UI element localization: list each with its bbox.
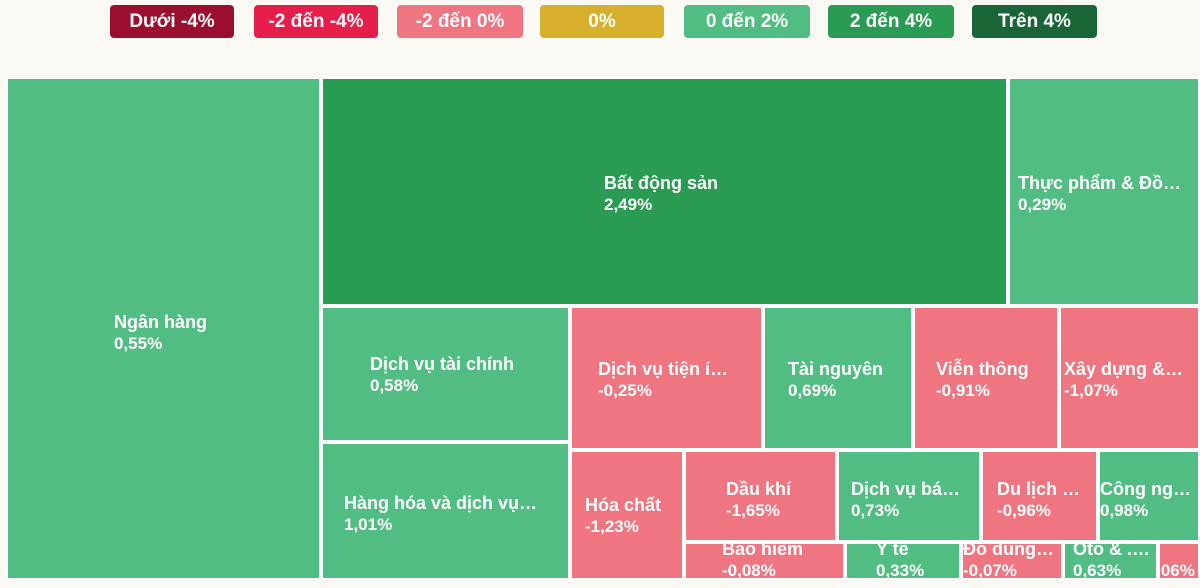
tile-change-value: -1,07%	[1064, 381, 1118, 400]
tile-change-value: -0,91%	[936, 381, 990, 400]
treemap-tile[interactable]: Công ng… 0,98%	[1098, 450, 1200, 542]
legend-item[interactable]: Trên 4%	[972, 5, 1097, 38]
treemap-tile[interactable]: Hàng hóa và dịch vụ… 1,01%	[321, 442, 570, 580]
tile-sector-name: Hóa chất	[585, 495, 662, 515]
tile-sector-name: Tài nguyên	[788, 359, 884, 379]
tile-change-value: 0,33%	[876, 561, 925, 580]
tile-change-value: -0,06%	[1160, 561, 1195, 580]
tile-change-value: 0,73%	[851, 501, 900, 520]
treemap-tile[interactable]: Dầu khí -1,65%	[684, 450, 837, 542]
legend-item[interactable]: -2 đến -4%	[254, 5, 378, 38]
tile-sector-name: Dịch vụ bá…	[851, 479, 961, 499]
tile-sector-name: Du lịch …	[997, 479, 1081, 499]
tile-change-value: -0,25%	[598, 381, 652, 400]
tile-change-value: -0,96%	[997, 501, 1051, 520]
tile-sector-name: Bất động sản	[604, 173, 719, 193]
tile-sector-name: Xây dựng &…	[1064, 359, 1184, 379]
tile-sector-name: Ngân hàng	[114, 312, 207, 332]
treemap-tile[interactable]: -0,06%	[1158, 542, 1200, 580]
treemap-tile[interactable]: Bảo hiểm -0,08%	[684, 542, 845, 580]
treemap-tile[interactable]: Ngân hàng 0,55%	[6, 77, 321, 580]
legend: Dưới -4% -2 đến -4% -2 đến 0% 0% 0 đến 2% 2 đ…	[0, 0, 1200, 50]
treemap-tile[interactable]: Hóa chất -1,23%	[570, 450, 684, 580]
tile-change-value: 0,63%	[1073, 561, 1122, 580]
tile-change-value: -1,65%	[726, 501, 780, 520]
tile-sector-name: Viễn thông	[936, 359, 1029, 379]
treemap-tile[interactable]: Xây dựng &… -1,07%	[1059, 306, 1200, 450]
treemap-tile[interactable]: Viễn thông -0,91%	[913, 306, 1059, 450]
legend-item[interactable]: 0%	[540, 5, 664, 38]
legend-item[interactable]: Dưới -4%	[110, 5, 234, 38]
legend-item[interactable]: 0 đến 2%	[684, 5, 810, 38]
tile-sector-name: Dầu khí	[726, 479, 792, 499]
treemap-tile[interactable]: Tài nguyên 0,69%	[763, 306, 913, 450]
tile-sector-name: Dịch vụ tiện í…	[598, 359, 729, 379]
legend-item[interactable]: -2 đến 0%	[397, 5, 523, 38]
tile-sector-name: Bảo hiểm	[722, 542, 804, 559]
treemap-tile[interactable]: Dịch vụ bá… 0,73%	[837, 450, 981, 542]
tile-sector-name: Thực phẩm & Đồ…	[1018, 173, 1182, 193]
tile-change-value: 1,01%	[344, 515, 393, 534]
tile-change-value: 0,29%	[1018, 195, 1067, 214]
tile-change-value: 0,98%	[1100, 501, 1149, 520]
tile-sector-name: Đồ dùng…	[963, 542, 1054, 559]
treemap-tile[interactable]: Đồ dùng… -0,07%	[961, 542, 1063, 580]
treemap-tile[interactable]: Ôtô & .Ph… 0,63%	[1063, 542, 1158, 580]
tile-sector-name: Hàng hóa và dịch vụ…	[344, 493, 538, 513]
tile-change-value: -1,23%	[585, 517, 639, 536]
tile-sector-name: Y tế	[876, 542, 909, 559]
tile-change-value: -0,08%	[722, 561, 776, 580]
tile-sector-name: Ôtô & .Ph…	[1073, 542, 1156, 559]
treemap-tile[interactable]: Du lịch … -0,96%	[981, 450, 1098, 542]
tile-change-value: 0,69%	[788, 381, 837, 400]
tile-change-value: 2,49%	[604, 195, 653, 214]
legend-item[interactable]: 2 đến 4%	[828, 5, 954, 38]
tile-change-value: 0,58%	[370, 376, 419, 395]
treemap-tile[interactable]: Y tế 0,33%	[845, 542, 961, 580]
treemap-tile[interactable]: Dịch vụ tài chính 0,58%	[321, 306, 570, 442]
tile-sector-name: Công ng…	[1100, 479, 1191, 499]
tile-change-value: -0,07%	[963, 561, 1017, 580]
tile-change-value: 0,55%	[114, 334, 163, 353]
treemap-tile[interactable]: Dịch vụ tiện í… -0,25%	[570, 306, 763, 450]
tile-sector-name: Dịch vụ tài chính	[370, 354, 515, 374]
treemap-tile[interactable]: Thực phẩm & Đồ… 0,29%	[1008, 77, 1200, 306]
treemap-tile[interactable]: Bất động sản 2,49%	[321, 77, 1008, 306]
